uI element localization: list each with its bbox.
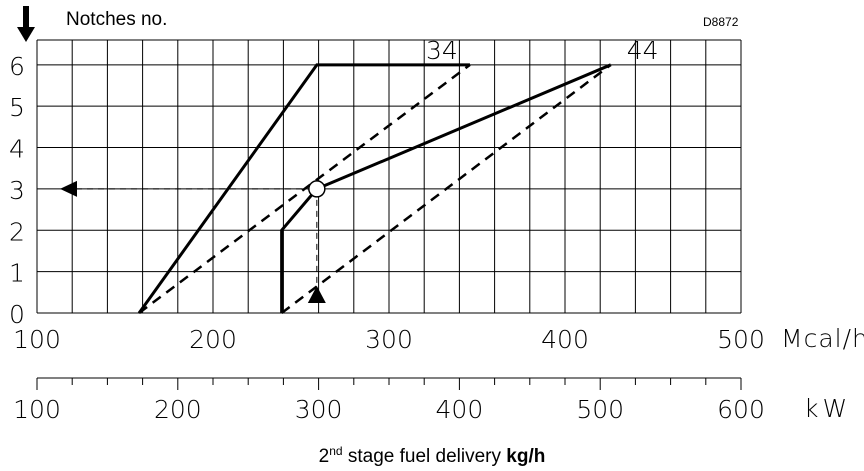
mcal-tick-label: 200 (189, 325, 237, 354)
y-tick-label: 6 (9, 52, 25, 81)
plot-grid (36, 39, 742, 314)
mcal-tick-label: 400 (541, 325, 589, 354)
mcal-axis: Mcal/h 100 200 300 400 500 (13, 324, 864, 354)
x-axis-title: 2nd stage fuel delivery kg/h (319, 444, 546, 467)
y-tick-label: 1 (9, 259, 25, 288)
y-axis-label: Notches no. (66, 9, 167, 30)
annotations: Notches no. D8872 (17, 6, 739, 303)
curves: 34 44 (137, 36, 659, 314)
curve-label-44: 44 (627, 36, 659, 65)
kw-tick-label: 600 (717, 395, 765, 424)
series-line-44-dashed (280, 63, 612, 314)
drawing-code: D8872 (703, 15, 739, 29)
kw-axis: kW 100 200 300 400 500 600 (13, 377, 851, 424)
kw-tick-label: 200 (154, 395, 202, 424)
up-arrow-icon (307, 286, 326, 303)
kw-tick-label: 100 (13, 395, 61, 424)
kw-unit-label: kW (804, 394, 851, 423)
mcal-tick-label: 500 (717, 325, 765, 354)
y-tick-label: 2 (9, 217, 25, 246)
kw-tick-label: 300 (295, 395, 343, 424)
mcal-tick-label: 100 (13, 325, 61, 354)
mcal-unit-label: Mcal/h (781, 324, 864, 353)
down-arrow-icon (17, 6, 35, 42)
y-tick-label: 5 (9, 93, 25, 122)
left-arrow-icon (60, 180, 77, 197)
y-tick-label: 4 (9, 135, 25, 164)
kw-tick-label: 400 (436, 395, 484, 424)
y-tick-label: 3 (9, 176, 25, 205)
curve-label-34: 34 (426, 36, 458, 65)
series-line-44-solid (280, 63, 612, 313)
kw-tick-label: 500 (576, 395, 624, 424)
y-tick-labels: 0 1 2 3 4 5 6 (9, 52, 25, 329)
series-line-34-solid (137, 63, 470, 314)
example-point-marker (308, 180, 326, 198)
y-tick-label: 0 (9, 300, 25, 329)
mcal-tick-label: 300 (365, 325, 413, 354)
series-line-34-dashed (138, 63, 471, 314)
